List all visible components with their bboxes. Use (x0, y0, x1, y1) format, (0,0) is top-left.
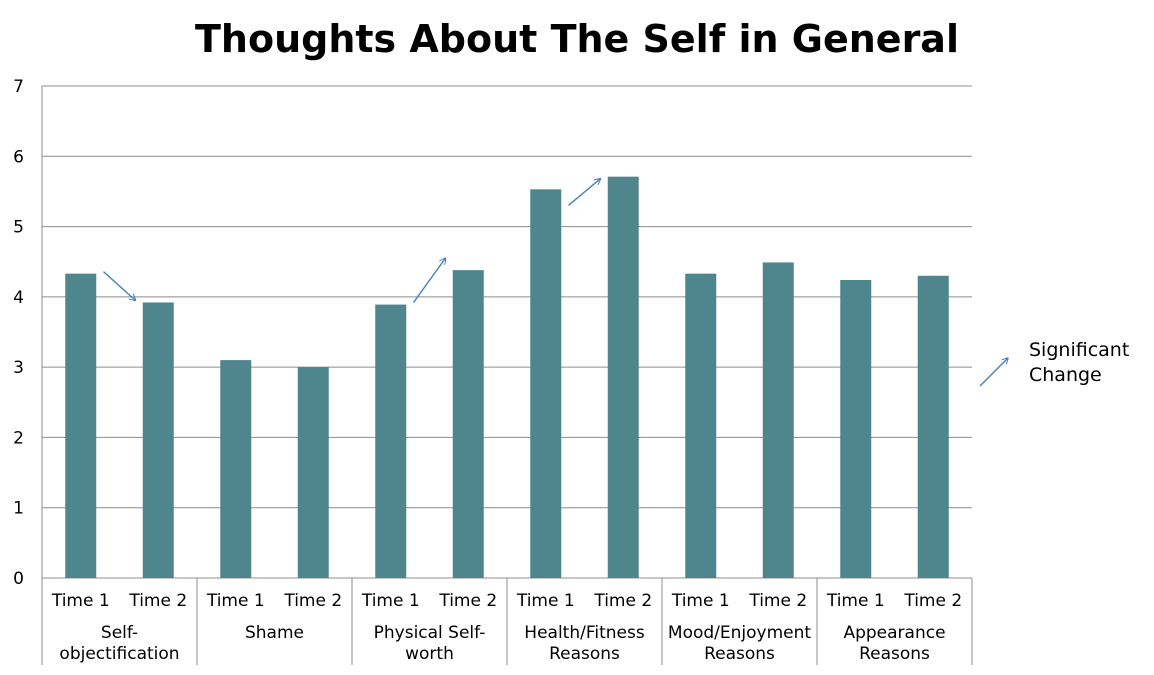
legend: Significant Change (979, 339, 1129, 387)
x-tick-label: Time 2 (438, 591, 497, 611)
bar-self-objectification-time-1 (65, 273, 97, 578)
axes: 0 1 2 3 4 5 6 7 (13, 77, 973, 665)
bar-health-fitness-reasons-time-1 (530, 189, 562, 578)
group-label: Self-objectification (59, 623, 179, 664)
y-tick-label: 5 (13, 218, 24, 238)
group-label-line: worth (405, 644, 454, 664)
bar-physical-self-worth-time-2 (452, 270, 484, 578)
y-tick-label: 4 (13, 288, 24, 308)
y-tick-label: 1 (13, 499, 24, 519)
bar-appearance-reasons-time-2 (917, 275, 949, 578)
bar-shame-time-1 (220, 360, 252, 578)
x-tick-label: Time 2 (283, 591, 342, 611)
y-tick-label: 7 (13, 77, 24, 97)
significance-arrow-icon (568, 179, 601, 206)
legend-label: Significant Change (1029, 339, 1129, 386)
x-tick-label: Time 2 (748, 591, 807, 611)
group-label-line: objectification (59, 644, 179, 664)
y-tick-label: 0 (13, 569, 24, 589)
x-tick-label: Time 1 (51, 591, 110, 611)
group-label-line: Self- (101, 623, 138, 643)
group-label-line: Reasons (704, 644, 775, 664)
x-tick-label: Time 2 (128, 591, 187, 611)
group-label-line: Reasons (859, 644, 930, 664)
group-label-line: Mood/Enjoyment (668, 623, 811, 643)
group-label-line: Health/Fitness (524, 623, 645, 643)
group-label: Physical Self-worth (374, 623, 486, 664)
y-tick-label: 2 (13, 428, 24, 448)
group-label-line: Shame (245, 623, 304, 643)
x-tick-label: Time 1 (361, 591, 420, 611)
bars (65, 176, 949, 578)
group-label: Appearance Reasons (843, 623, 945, 664)
bar-self-objectification-time-2 (142, 302, 174, 578)
bar-health-fitness-reasons-time-2 (607, 176, 639, 578)
gridlines (42, 85, 972, 579)
group-label-line: Reasons (549, 644, 620, 664)
x-tick-label: Time 1 (206, 591, 265, 611)
x-tick-label: Time 2 (593, 591, 652, 611)
significance-arrow-icon (412, 258, 446, 303)
legend-label-line: Significant (1029, 339, 1129, 361)
group-label: Mood/Enjoyment Reasons (668, 623, 811, 664)
x-tick-label: Time 2 (903, 591, 962, 611)
group-label-line: Physical Self- (374, 623, 486, 643)
bar-shame-time-2 (297, 367, 329, 578)
category-labels: Time 1 Time 2 Self-objectification Time 1 Ti… (51, 591, 962, 664)
y-tick-label: 6 (13, 147, 24, 167)
legend-label-line: Change (1029, 364, 1102, 386)
bar-mood-enjoyment-reasons-time-1 (685, 273, 717, 578)
group-label: Shame (245, 623, 304, 643)
bar-physical-self-worth-time-1 (375, 304, 407, 578)
significance-arrow-icon (103, 271, 136, 301)
bar-appearance-reasons-time-1 (840, 279, 872, 578)
x-tick-label: Time 1 (671, 591, 730, 611)
significance-arrows (103, 179, 601, 303)
legend-arrow-icon (979, 358, 1008, 387)
group-label-line: Appearance (843, 623, 945, 643)
x-tick-label: Time 1 (826, 591, 885, 611)
chart-title: Thoughts About The Self in General (195, 17, 959, 61)
group-label: Health/Fitness Reasons (524, 623, 645, 664)
x-tick-label: Time 1 (516, 591, 575, 611)
bar-mood-enjoyment-reasons-time-2 (762, 262, 794, 578)
y-tick-label: 3 (13, 358, 24, 378)
